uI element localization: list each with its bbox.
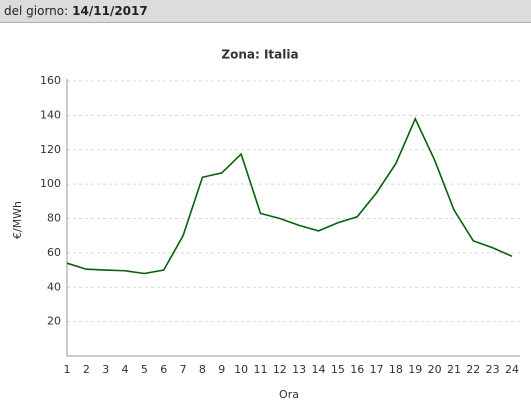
price-line <box>66 116 513 275</box>
date-value: 14/11/2017 <box>72 4 148 18</box>
x-tick-label: 21 <box>447 363 461 376</box>
date-label: del giorno: <box>4 4 69 18</box>
x-tick-label: 6 <box>160 363 167 376</box>
x-tick-label: 11 <box>253 363 267 376</box>
x-tick-label: 22 <box>466 363 480 376</box>
y-tick-label: 20 <box>47 315 61 328</box>
x-tick-label: 19 <box>408 363 422 376</box>
chart: Zona: Italia €/MWh Ora 20406080100120140… <box>11 48 520 401</box>
x-tick-label: 20 <box>428 363 442 376</box>
chart-title: Zona: Italia <box>221 48 298 62</box>
y-tick-label: 40 <box>47 280 61 293</box>
x-tick-label: 13 <box>292 363 306 376</box>
x-tick-label: 5 <box>141 363 148 376</box>
x-tick-label: 24 <box>505 363 519 376</box>
y-tick-label: 120 <box>40 143 61 156</box>
x-tick-label: 23 <box>486 363 500 376</box>
x-axis-label: Ora <box>279 388 299 401</box>
x-tick-label: 1 <box>64 363 71 376</box>
x-tick-label: 4 <box>122 363 129 376</box>
x-tick-label: 16 <box>350 363 364 376</box>
x-tick-label: 2 <box>83 363 90 376</box>
x-tick-label: 7 <box>180 363 187 376</box>
y-tick-label: 100 <box>40 177 61 190</box>
y-tick-label: 60 <box>47 246 61 259</box>
y-tick-label: 80 <box>47 212 61 225</box>
y-axis-label: €/MWh <box>11 201 24 239</box>
x-tick-label: 9 <box>218 363 225 376</box>
date-header: del giorno: 14/11/2017 <box>0 0 531 23</box>
x-tick-label: 18 <box>389 363 403 376</box>
y-tick-label: 160 <box>40 74 61 87</box>
y-tick-label: 140 <box>40 108 61 121</box>
x-tick-label: 14 <box>312 363 326 376</box>
x-tick-label: 15 <box>331 363 345 376</box>
x-tick-label: 3 <box>102 363 109 376</box>
x-tick-label: 12 <box>273 363 287 376</box>
x-tick-label: 10 <box>234 363 248 376</box>
x-tick-label: 17 <box>370 363 384 376</box>
x-tick-label: 8 <box>199 363 206 376</box>
